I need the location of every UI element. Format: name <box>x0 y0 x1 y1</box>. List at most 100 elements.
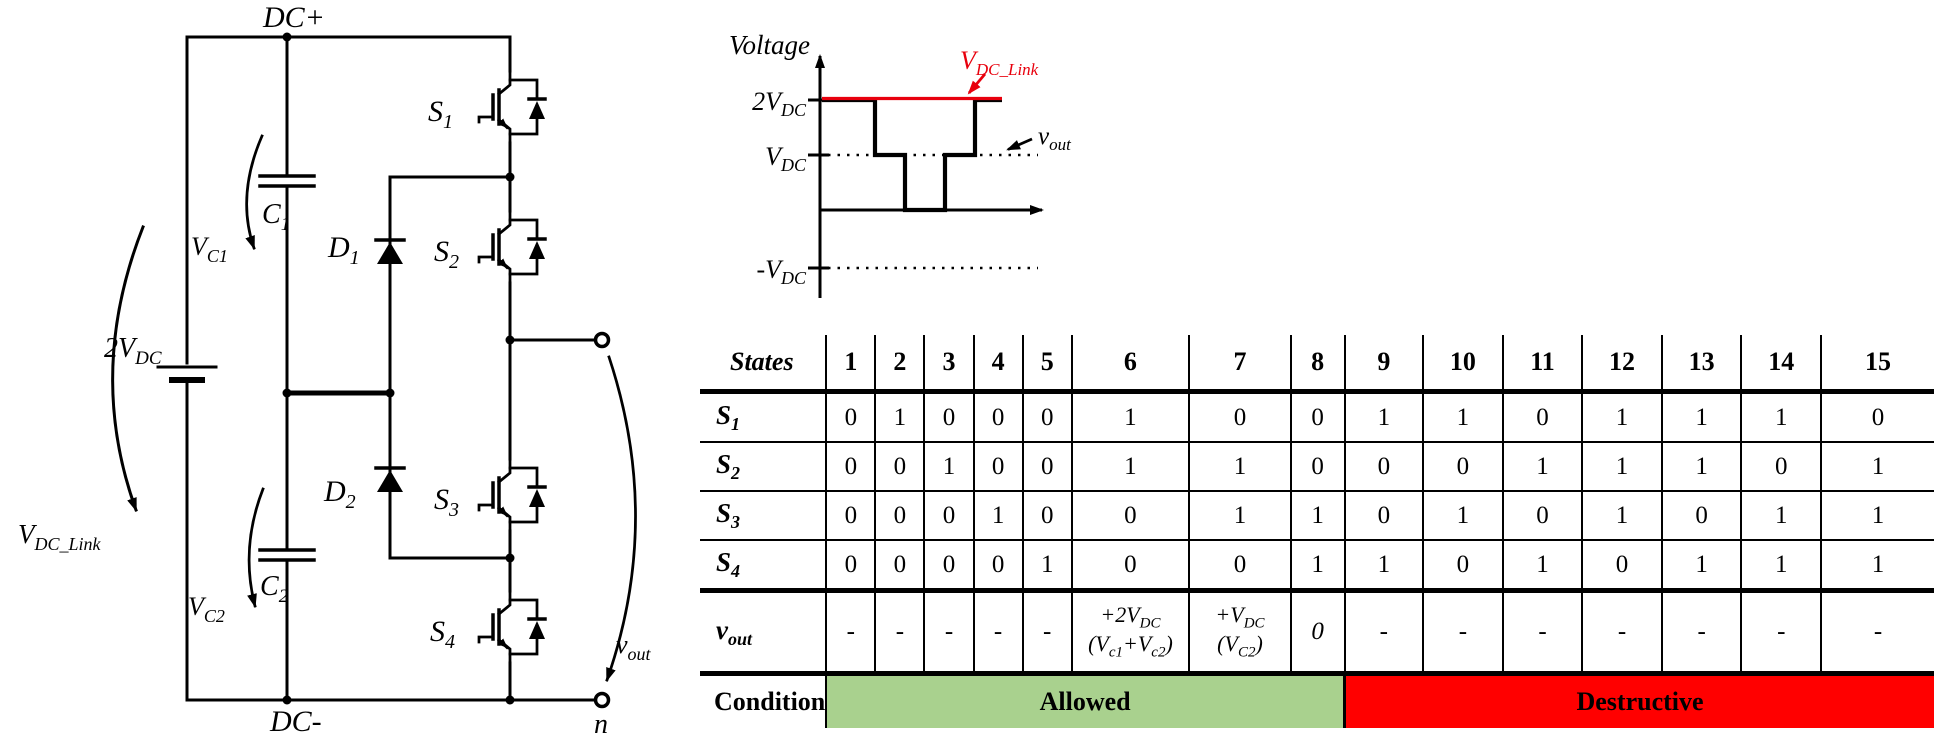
switch-state-cell-14: 1 <box>1740 540 1822 593</box>
vout-cell-5: - <box>1021 590 1072 676</box>
states-table-body: States 1 2 3 4 5 6 7 8 9 10 11 12 13 14 15 S1 0 1 0 0 0 1 0 0 1… <box>700 335 1934 728</box>
state-header-1: 1 <box>825 335 876 394</box>
condition-row: Condition Allowed Destructive <box>700 673 1934 728</box>
state-header-12: 12 <box>1581 335 1662 394</box>
switch-row-s4: S4 0 0 0 0 1 0 0 1 1 0 1 0 1 1 1 <box>700 540 1934 593</box>
vout-cell-7: +VDC (VC2) <box>1188 590 1291 676</box>
switch-state-cell-4: 0 <box>972 391 1023 443</box>
waveform-plot: Voltage 2VDC VDC -VDC VDC_Link vout <box>729 30 1072 298</box>
switch-state-cell-6: 1 <box>1070 391 1190 443</box>
vc1-label: VC1 <box>191 232 228 266</box>
switch-state-cell-9: 0 <box>1343 491 1424 541</box>
vout-cell-11: - <box>1501 590 1583 676</box>
switch-state-cell-2: 0 <box>874 540 925 593</box>
switch-state-cell-1: 0 <box>825 540 876 593</box>
neutral-terminal <box>593 691 611 709</box>
igbt-s1 <box>479 71 545 143</box>
vout-row: vout - - - - - +2VDC (Vc1+Vc2) +VDC (VC2… <box>700 590 1934 676</box>
vout-wave-label: vout <box>1038 123 1072 154</box>
state-header-9: 9 <box>1343 335 1424 394</box>
vout-cell-6-line1: +2VDC <box>1100 602 1161 632</box>
switch-row-label: S3 <box>700 491 827 541</box>
state-header-15: 15 <box>1820 335 1934 394</box>
dc-plus-label: DC+ <box>262 1 325 34</box>
vc2-arrow <box>247 487 265 608</box>
switch-state-cell-10: 1 <box>1422 391 1503 443</box>
switch-state-cell-7: 0 <box>1188 540 1291 593</box>
switch-state-cell-12: 1 <box>1581 442 1662 492</box>
tick-2vdc-label: 2VDC <box>752 87 807 120</box>
switch-state-cell-11: 1 <box>1501 540 1583 593</box>
state-header-14: 14 <box>1740 335 1822 394</box>
condition-label: Condition <box>714 687 826 716</box>
switch-state-cell-14: 0 <box>1740 442 1822 492</box>
switch-state-cell-1: 0 <box>825 442 876 492</box>
switch-state-cell-15: 0 <box>1820 391 1934 443</box>
igbt-s2 <box>479 211 545 283</box>
switch-row-s1: S1 0 1 0 0 0 1 0 0 1 1 0 1 1 1 0 <box>700 391 1934 443</box>
switch-state-cell-5: 0 <box>1021 491 1072 541</box>
switch-state-cell-3: 1 <box>923 442 974 492</box>
switch-state-cell-9: 0 <box>1343 442 1424 492</box>
s3-label: S3 <box>434 483 459 521</box>
switch-row-label: S2 <box>700 442 827 492</box>
switch-state-cell-8: 1 <box>1289 491 1345 541</box>
vout-cell-1: - <box>825 590 876 676</box>
switch-state-cell-2: 0 <box>874 491 925 541</box>
switch-state-cell-7: 1 <box>1188 491 1291 541</box>
switch-state-cell-4: 1 <box>972 491 1023 541</box>
vout-cell-7-line2: (VC2) <box>1217 631 1263 661</box>
switch-state-cell-9: 1 <box>1343 540 1424 593</box>
capacitor-c1 <box>258 174 316 188</box>
state-header-2: 2 <box>874 335 925 394</box>
d1-label: D1 <box>327 231 360 269</box>
d2-label: D2 <box>323 475 356 513</box>
neutral-label: n <box>594 709 608 740</box>
switch-state-cell-9: 1 <box>1343 391 1424 443</box>
switch-state-cell-5: 0 <box>1021 442 1072 492</box>
switch-state-cell-13: 1 <box>1660 442 1742 492</box>
state-header-7: 7 <box>1188 335 1291 394</box>
switch-state-cell-10: 0 <box>1422 442 1503 492</box>
switch-state-cell-15: 1 <box>1820 442 1934 492</box>
switch-row-label: S1 <box>700 391 827 443</box>
vout-pointer-arrow <box>1006 137 1033 151</box>
vc2-label: VC2 <box>188 592 225 626</box>
vout-cell-6-line2: (Vc1+Vc2) <box>1088 631 1173 661</box>
table-header-row: States 1 2 3 4 5 6 7 8 9 10 11 12 13 14 15 <box>700 335 1934 394</box>
switch-state-cell-11: 0 <box>1501 391 1583 443</box>
vout-cell-13: - <box>1660 590 1742 676</box>
diode-d1 <box>374 238 406 264</box>
s1-label: S1 <box>428 95 453 133</box>
switch-state-cell-8: 0 <box>1289 442 1345 492</box>
switch-state-cell-13: 1 <box>1660 540 1742 593</box>
state-header-5: 5 <box>1021 335 1072 394</box>
vout-cell-6: +2VDC (Vc1+Vc2) <box>1070 590 1190 676</box>
state-header-4: 4 <box>972 335 1023 394</box>
c1-label: C1 <box>262 199 290 235</box>
states-table: States 1 2 3 4 5 6 7 8 9 10 11 12 13 14 15 S1 0 1 0 0 0 1 0 0 1… <box>700 335 1934 728</box>
switch-state-cell-12: 1 <box>1581 491 1662 541</box>
condition-allowed-cell: Allowed <box>825 673 1345 728</box>
vout-cell-8: 0 <box>1289 590 1345 676</box>
switch-state-cell-11: 1 <box>1501 442 1583 492</box>
igbt-s3 <box>479 459 545 531</box>
switch-state-cell-13: 0 <box>1660 491 1742 541</box>
circuit-diagram: DC+ DC- 2VDC C1 C2 VC1 VC2 VDC_Link D1 D… <box>18 1 652 740</box>
vout-cell-12: - <box>1581 590 1662 676</box>
vout-cell-2: - <box>874 590 925 676</box>
switch-state-cell-3: 0 <box>923 491 974 541</box>
vout-arrow <box>605 355 637 682</box>
switch-state-cell-13: 1 <box>1660 391 1742 443</box>
switch-state-cell-10: 0 <box>1422 540 1503 593</box>
switch-state-cell-3: 0 <box>923 540 974 593</box>
switch-state-cell-1: 0 <box>825 391 876 443</box>
vdc-link-arrow <box>111 225 145 512</box>
vout-cell-9: - <box>1343 590 1424 676</box>
diode-d2 <box>374 466 406 492</box>
vout-cell-4: - <box>972 590 1023 676</box>
switch-state-cell-14: 1 <box>1740 391 1822 443</box>
vout-row-label: vout <box>700 590 827 676</box>
dc-minus-label: DC- <box>269 705 322 738</box>
switch-state-cell-3: 0 <box>923 391 974 443</box>
